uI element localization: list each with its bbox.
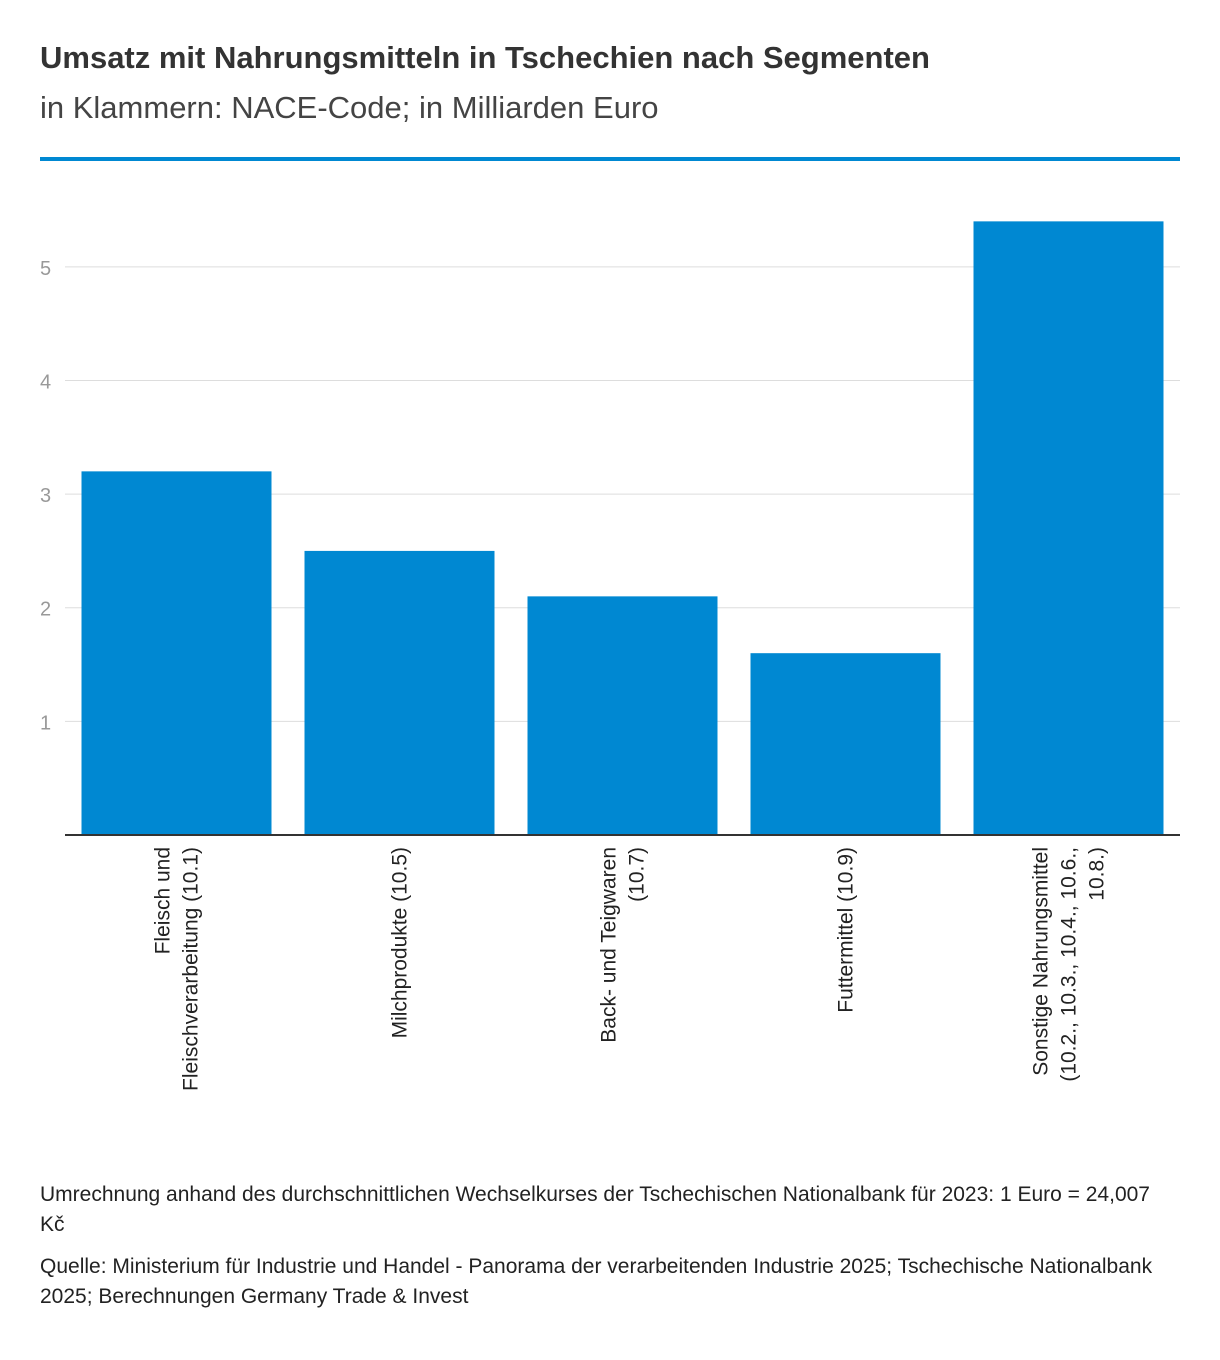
y-tick-label: 4 [40,371,51,393]
y-tick-label: 2 [40,599,51,621]
chart-title: Umsatz mit Nahrungsmitteln in Tschechien… [40,40,930,75]
source-note: Quelle: Ministerium für Industrie und Ha… [40,1255,1153,1308]
title-divider [40,157,1180,161]
x-tick-label: Fleisch und Fleischverarbeitung (10.1) [152,847,203,1091]
y-tick-label: 3 [40,485,51,507]
bar [304,550,495,835]
bar [81,471,272,835]
svg-text:Milchprodukte (10.5): Milchprodukte (10.5) [389,847,412,1038]
svg-text:Sonstige Nahrungsmittel(10.2.,: Sonstige Nahrungsmittel (10.2., 10.3., 10… [1030,847,1109,1082]
bar [750,653,941,835]
y-tick-label: 5 [40,258,51,280]
x-tick-label: Sonstige Nahrungsmittel (10.2., 10.3., 10… [1030,847,1109,1082]
bar-chart: 1 2 3 4 5 Fleisch und Fleischverarbeitung (10… [40,221,1180,1091]
x-tick-label: Milchprodukte (10.5) [389,847,412,1038]
svg-text:Back- und Teigwaren(10.7): Back- und Teigwaren (10.7) [598,847,649,1043]
x-tick-label: Back- und Teigwaren (10.7) [598,847,649,1043]
bar [973,221,1164,835]
x-tick-label: Futtermittel (10.9) [835,847,858,1013]
svg-text:Futtermittel (10.9): Futtermittel (10.9) [835,847,858,1013]
y-tick-label: 1 [40,712,51,734]
chart-notes: Umrechnung anhand des durchschnittlichen… [40,1180,1180,1324]
chart-subtitle: in Klammern: NACE-Code; in Milliarden Eu… [40,90,659,125]
bar [527,596,718,835]
category-labels: Fleisch und Fleischverarbeitung (10.1) Mil… [152,847,1109,1091]
conversion-note: Umrechnung anhand des durchschnittlichen… [40,1183,1150,1236]
bars [81,221,1164,835]
